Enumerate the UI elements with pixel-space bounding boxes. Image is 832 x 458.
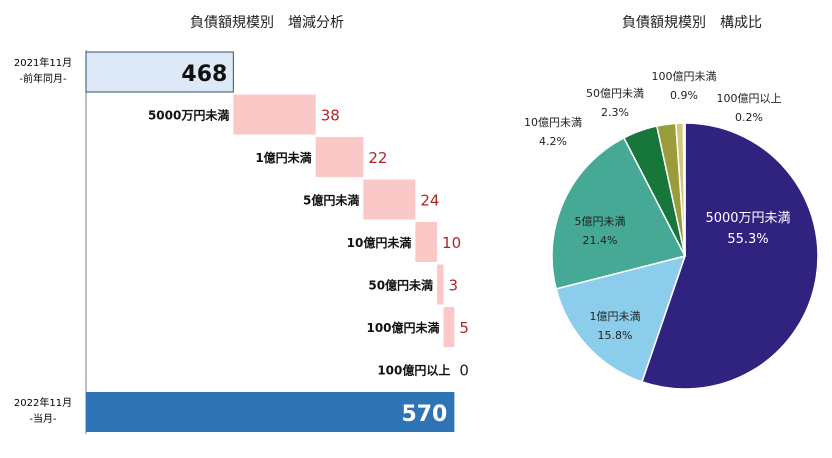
step-label: 5000万円未満 (148, 108, 229, 123)
pie-slice-percent: 4.2% (539, 135, 567, 148)
step-label: 100億円未満 (366, 320, 439, 335)
pie-slice (641, 122, 819, 390)
pie-slice-percent: 0.9% (670, 89, 698, 102)
step-bar (363, 179, 416, 220)
start-sublabel: -前年同月- (19, 72, 67, 85)
step-value-label: 10 (442, 234, 461, 252)
pie-slice-percent: 55.3% (727, 232, 768, 247)
step-value-label: 0 (459, 362, 469, 380)
pie-slice-percent: 15.8% (598, 329, 633, 342)
pie-slice (555, 254, 687, 383)
step-value-label: 22 (368, 149, 387, 167)
step-bar (415, 222, 438, 262)
step-label: 5億円未満 (303, 193, 359, 208)
pie-slice-label: 10億円未満 (524, 116, 582, 129)
step-bar (315, 137, 364, 177)
step-bar (437, 264, 444, 305)
waterfall-title: 負債額規模別 増減分析 (190, 15, 344, 31)
pie-slice-percent: 2.3% (601, 106, 629, 119)
pie-slice-percent: 21.4% (583, 234, 618, 247)
step-value-label: 24 (420, 192, 439, 210)
step-label: 10億円未満 (347, 235, 412, 250)
pie-slice-label: 100億円未満 (652, 70, 717, 83)
step-bar (443, 307, 455, 347)
pie-slice-label: 50億円未満 (586, 87, 644, 100)
step-value-label: 3 (449, 277, 459, 295)
start-label: 2021年11月 (14, 56, 72, 69)
pie-slice (551, 136, 687, 290)
step-value-label: 5 (459, 319, 469, 337)
step-label: 50億円未満 (368, 278, 433, 293)
start-value-label: 468 (181, 62, 227, 87)
end-value-label: 570 (401, 402, 447, 427)
pie-slice (682, 122, 686, 257)
end-sublabel: -当月- (29, 412, 57, 425)
pie-slice-label: 1億円未満 (590, 310, 641, 323)
step-label: 100億円以上 (377, 363, 450, 378)
end-label: 2022年11月 (14, 396, 72, 409)
pie-slice-label: 5000万円未満 (705, 211, 790, 226)
step-label: 1億円未満 (255, 150, 311, 165)
pie-slice-percent: 0.2% (735, 111, 763, 124)
start-bar (85, 51, 234, 93)
step-value-label: 38 (321, 107, 340, 125)
end-bar (86, 392, 455, 432)
pie-title: 負債額規模別 構成比 (622, 15, 762, 31)
step-bar (233, 94, 316, 135)
pie-slice-label: 5億円未満 (575, 215, 626, 228)
pie-slice-label: 100億円以上 (717, 92, 782, 105)
